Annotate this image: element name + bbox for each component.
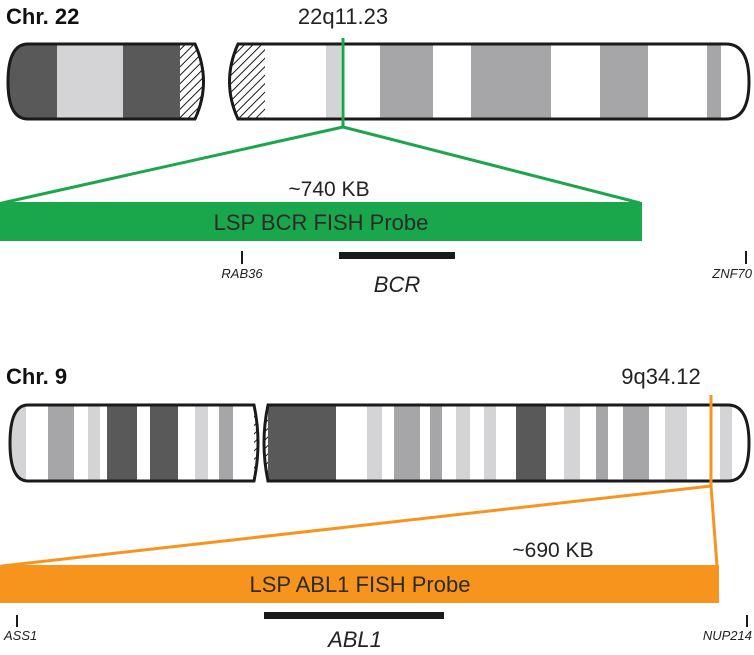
chr9-section: Chr. 9 9q34.12 bbox=[0, 364, 752, 652]
chr9-q-arm-outline bbox=[262, 403, 751, 483]
chr9-band bbox=[150, 405, 178, 481]
chr22-p-arm-outline bbox=[6, 42, 205, 121]
chr9-probe-label: LSP ABL1 FISH Probe bbox=[250, 572, 471, 597]
chr9-band bbox=[623, 405, 649, 481]
chr9-band bbox=[48, 405, 74, 481]
chr9-size-label: ~690 KB bbox=[512, 539, 593, 562]
chr9-title: Chr. 9 bbox=[6, 364, 67, 389]
chr22-band bbox=[600, 44, 648, 119]
chr22-band bbox=[380, 44, 433, 119]
chr9-band bbox=[107, 405, 137, 481]
chr9-band bbox=[665, 405, 687, 481]
chr9-gene-label: ABL1 bbox=[326, 627, 382, 652]
chr9-gene-bar bbox=[264, 612, 444, 619]
chr22-marker-right: ZNF70 bbox=[711, 266, 753, 281]
chr22-probe-label: LSP BCR FISH Probe bbox=[214, 210, 429, 235]
chr22-section: Chr. 22 22q11.23 bbox=[0, 4, 753, 297]
chr9-band bbox=[219, 405, 233, 481]
chr22-band bbox=[8, 44, 60, 119]
chr9-band bbox=[367, 405, 382, 481]
chr9-band bbox=[10, 405, 26, 481]
chr9-band-label: 9q34.12 bbox=[621, 364, 701, 389]
chr22-chromosome bbox=[6, 42, 751, 121]
chr22-stalk-hatch bbox=[180, 44, 204, 119]
chr22-marker-left: RAB36 bbox=[221, 266, 263, 281]
chr22-band bbox=[57, 44, 123, 119]
chr22-probe-bar bbox=[0, 202, 642, 241]
chr9-chromosome bbox=[8, 403, 751, 483]
chr22-zoom-line-right bbox=[342, 125, 641, 205]
chr22-gene-bar bbox=[339, 252, 455, 259]
chr9-band bbox=[516, 405, 546, 481]
chr9-band bbox=[564, 405, 580, 481]
chr9-band bbox=[195, 405, 208, 481]
chr9-zoom-line-left bbox=[1, 484, 712, 568]
chr22-size-label: ~740 KB bbox=[288, 178, 369, 201]
chr22-gene-label: BCR bbox=[374, 272, 421, 297]
chr9-centromere-hatch bbox=[254, 405, 258, 481]
chr22-band bbox=[123, 44, 180, 119]
chr9-p-arm-outline bbox=[8, 403, 260, 483]
chr9-band bbox=[596, 405, 608, 481]
chr22-q-arm-outline bbox=[228, 42, 751, 121]
chr9-band bbox=[268, 405, 336, 481]
chr9-band bbox=[484, 405, 496, 481]
chr9-centromere-hatch bbox=[264, 405, 269, 481]
chr22-band-label: 22q11.23 bbox=[298, 4, 388, 29]
chr22-title: Chr. 22 bbox=[6, 4, 79, 29]
chr9-band bbox=[720, 405, 732, 481]
chr9-band bbox=[88, 405, 100, 481]
chr22-band bbox=[707, 44, 721, 119]
chr22-zoom-line-left bbox=[1, 125, 344, 205]
chr9-band bbox=[430, 405, 442, 481]
chr22-band bbox=[326, 44, 341, 119]
chr9-marker-left: ASS1 bbox=[3, 628, 37, 643]
chr9-band bbox=[394, 405, 420, 481]
chr9-probe-bar bbox=[0, 565, 719, 603]
chr22-centromere-hatch bbox=[229, 44, 265, 119]
chr22-band bbox=[471, 44, 551, 119]
chr9-band bbox=[456, 405, 470, 481]
chr9-marker-right: NUP214 bbox=[703, 628, 752, 643]
chr9-zoom-line-right bbox=[709, 485, 719, 567]
